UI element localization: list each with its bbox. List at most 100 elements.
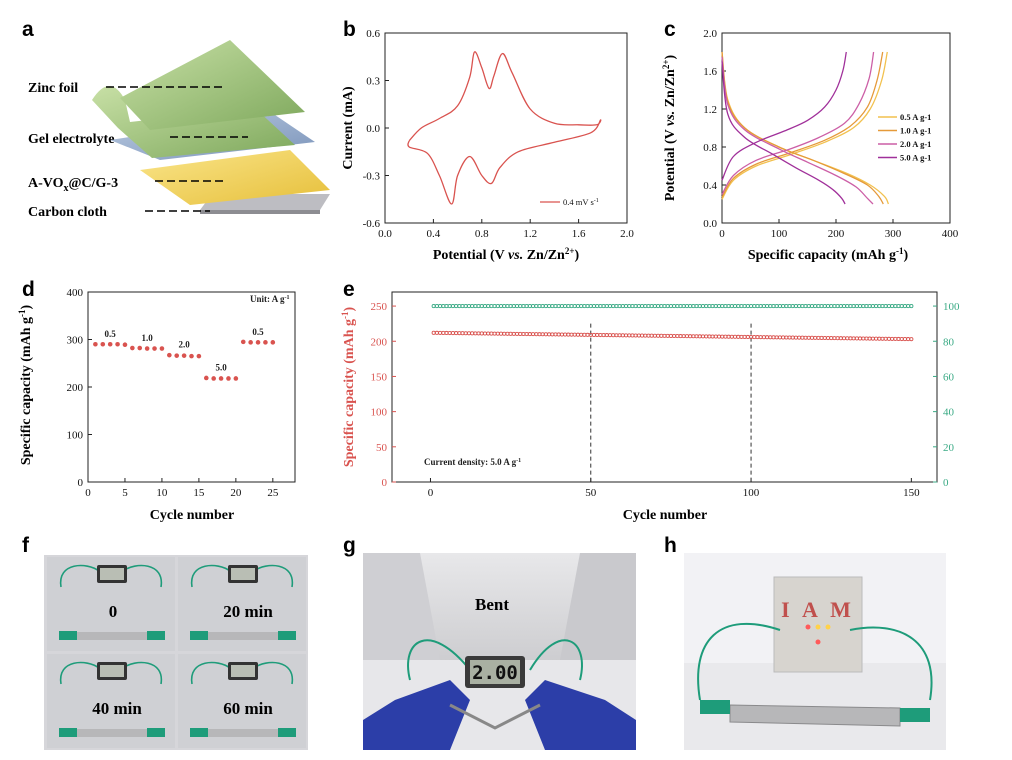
chart-d-point-22: [255, 340, 261, 345]
chart-e-efficiency-point-88: [710, 304, 715, 309]
chart-d-point-0: [93, 341, 98, 347]
chart-e-capacity-point-10: [460, 331, 465, 336]
chart-e-efficiency-point-93: [726, 304, 731, 309]
chart-e-efficiency-point-2: [434, 304, 439, 309]
chart-e-efficiency-point-72: [659, 304, 664, 309]
chart-e-capacity-point-13: [470, 331, 475, 336]
chart-e-efficiency-point-127: [835, 304, 840, 309]
chart-d-point-3: [115, 341, 120, 347]
chart-e-frame: [391, 291, 938, 483]
chart-d-point-13: [189, 353, 194, 359]
chart-e-efficiency-point-122: [819, 304, 824, 309]
chart-c-ytick-label-4: 1.6: [703, 66, 717, 78]
chart-b-xtick-label-2: 0.8: [475, 228, 489, 240]
chart-e-capacity-point-58: [614, 333, 619, 338]
chart-e-capacity-point-143: [886, 336, 891, 341]
chart-e-efficiency-point-77: [675, 304, 680, 309]
chart-e-efficiency-point-67: [643, 304, 648, 309]
chart-c-xtick-label-2: 200: [828, 228, 845, 240]
chart-e-capacity-point-35: [540, 332, 545, 337]
chart-e-efficiency-point-68: [646, 304, 651, 309]
chart-e-efficiency-point-53: [598, 304, 603, 309]
chart-e-efficiency-point-54: [601, 304, 606, 309]
chart-d-rate-label-0: 0.5: [105, 329, 117, 339]
chart-e-capacity-point-6: [447, 330, 452, 336]
chart-e-efficiency-point-10: [460, 304, 465, 309]
chart-e-efficiency-point-117: [803, 304, 808, 309]
chart-e-capacity-point-111: [784, 335, 789, 340]
chart-e-capacity-point-96: [736, 334, 741, 339]
chart-e-capacity-point-136: [864, 336, 869, 341]
chart-d-point-11: [174, 353, 180, 358]
chart-e-capacity-point-4: [441, 330, 446, 335]
chart-e-capacity-point-42: [563, 332, 568, 337]
chart-e-efficiency-point-42: [563, 304, 568, 309]
chart-e-capacity-point-89: [713, 334, 718, 339]
chart-e-capacity-point-14: [473, 331, 478, 336]
chart-e-xtick-label-2: 100: [743, 487, 760, 499]
chart-d-point-18: [226, 376, 231, 381]
panel-label-g: g: [343, 534, 356, 557]
chart-e-efficiency-point-66: [640, 304, 645, 309]
chart-d-xtick-label-4: 20: [230, 487, 242, 499]
panel-label-h: h: [664, 534, 677, 557]
chart-e-capacity-point-74: [665, 333, 670, 338]
chart-e-capacity-point-135: [861, 336, 866, 341]
chart-e-capacity-point-90: [716, 334, 722, 339]
chart-e-efficiency-point-60: [620, 304, 625, 309]
chart-e-efficiency-point-28: [518, 304, 523, 309]
chart-e-efficiency-point-96: [736, 304, 741, 309]
chart-e-capacity-point-119: [809, 335, 815, 340]
chart-e-efficiency-point-105: [765, 304, 770, 309]
chart-e-efficiency-point-97: [739, 304, 744, 309]
chart-e-capacity-point-150: [909, 337, 914, 342]
chart-e-capacity-point-24: [505, 331, 510, 336]
chart-e-capacity-point-115: [797, 335, 802, 340]
chart-e-capacity-point-28: [518, 331, 523, 337]
chart-e-capacity-point-41: [559, 332, 564, 337]
chart-e-efficiency-point-126: [832, 304, 837, 309]
panel-label-f: f: [22, 534, 30, 557]
chart-d-point-23: [263, 340, 268, 345]
chart-e-capacity-point-11: [463, 331, 468, 336]
chart-e-efficiency-point-136: [864, 304, 869, 309]
chart-e-capacity-point-1: [431, 330, 436, 335]
chart-e-efficiency-point-133: [854, 304, 859, 309]
chart-e-efficiency-point-23: [502, 304, 507, 309]
chart-e-efficiency-point-75: [668, 304, 673, 309]
chart-c-xtick-label-4: 400: [942, 228, 959, 240]
chart-b-xtick-label-0: 0.0: [378, 228, 392, 240]
chart-e-capacity-point-8: [454, 331, 459, 336]
chart-e-capacity-point-93: [726, 334, 731, 339]
chart-c-series-1-charge: [721, 51, 884, 198]
chart-e-capacity-point-98: [742, 334, 747, 339]
chart-b-ylabel: Current (mA): [341, 86, 356, 170]
chart-e-capacity-point-138: [870, 336, 875, 341]
chart-e-capacity-point-130: [845, 336, 850, 341]
panel-f-time-1: 20 min: [223, 602, 273, 621]
chart-e-efficiency-point-61: [623, 304, 629, 309]
chart-e-capacity-point-110: [781, 335, 786, 340]
chart-e-capacity-point-149: [906, 337, 911, 342]
chart-e-capacity-point-47: [579, 332, 584, 337]
chart-e-efficiency-point-33: [534, 304, 539, 309]
chart-e-efficiency-point-73: [662, 304, 667, 309]
chart-e-capacity-point-40: [556, 332, 561, 337]
chart-e-efficiency-point-84: [697, 304, 702, 309]
chart-e-efficiency-point-41: [559, 304, 564, 309]
chart-e-efficiency-point-40: [556, 304, 561, 309]
chart-e-efficiency-point-95: [732, 304, 738, 309]
panel-f-battery-1: [208, 632, 278, 640]
chart-e-efficiency-point-39: [553, 304, 558, 309]
chart-e-capacity-point-99: [745, 334, 750, 340]
chart-e-capacity-point-107: [771, 335, 776, 340]
chart-d-unit-note: Unit: A g-1: [250, 294, 290, 304]
chart-e-capacity-point-36: [543, 332, 548, 337]
chart-e-efficiency-point-1: [431, 304, 436, 309]
chart-e-efficiency-point-21: [495, 304, 500, 309]
chart-e-capacity-point-56: [607, 333, 613, 338]
chart-e-capacity-point-49: [585, 332, 590, 337]
chart-e-capacity-point-103: [758, 335, 763, 340]
chart-e-capacity-point-76: [672, 333, 677, 339]
chart-e-capacity-point-29: [521, 331, 526, 337]
